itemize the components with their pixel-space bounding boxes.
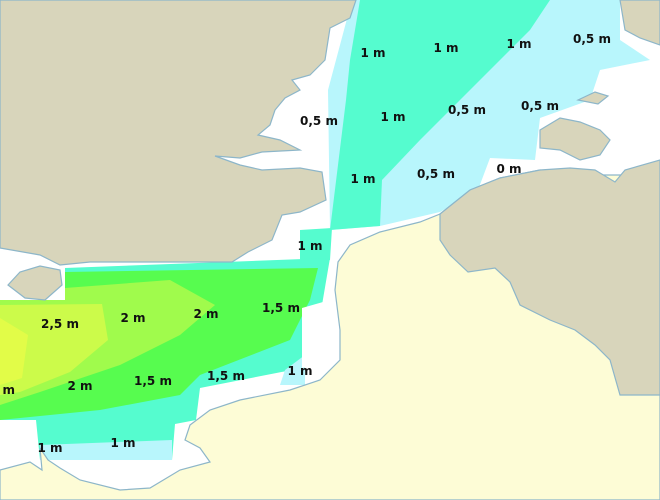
wave-label: 1 m	[110, 436, 135, 450]
zone-1m-north	[330, 0, 550, 230]
wave-label: 0,5 m	[448, 103, 486, 117]
wave-label: 0 m	[496, 162, 521, 176]
wave-label: 1,5 m	[262, 301, 300, 315]
wave-label: 0,5 m	[300, 114, 338, 128]
wave-label: 1 m	[506, 37, 531, 51]
wave-label: 2 m	[120, 311, 145, 325]
wave-height-labels: 1 m 1 m 1 m 0,5 m 0,5 m 1 m 0,5 m 0,5 m …	[0, 32, 611, 455]
uk-land	[0, 0, 357, 266]
wave-label: 1 m	[297, 239, 322, 253]
wave-label: 2 m	[193, 307, 218, 321]
wave-label: 1,5 m	[207, 369, 245, 383]
wave-label: 1 m	[350, 172, 375, 186]
wave-label: 0,5 m	[521, 99, 559, 113]
netherlands-island-small	[576, 91, 610, 105]
zone-0-5m-channel-east	[280, 355, 305, 385]
wave-label: 0,5 m	[573, 32, 611, 46]
wave-label: 2,5 m	[0, 383, 15, 397]
wave-label: 1 m	[360, 46, 385, 60]
netherlands-islands	[539, 117, 611, 161]
zone-1m-strait	[300, 228, 332, 268]
wave-label: 0,5 m	[417, 167, 455, 181]
zone-0-5m-channel	[40, 440, 172, 460]
zone-3m	[0, 318, 28, 385]
wave-label: 1 m	[287, 364, 312, 378]
isle-of-wight	[7, 265, 63, 301]
coastal-gap-strait	[302, 300, 330, 368]
wave-label: 1 m	[37, 441, 62, 455]
wave-label: 1,5 m	[134, 374, 172, 388]
wave-label: 2,5 m	[41, 317, 79, 331]
zone-2-5m	[0, 304, 108, 395]
wave-label: 2 m	[67, 379, 92, 393]
wave-label: 1 m	[380, 110, 405, 124]
benelux-land	[439, 159, 660, 396]
netherlands-north-land	[619, 0, 660, 46]
wave-label: 1 m	[433, 41, 458, 55]
